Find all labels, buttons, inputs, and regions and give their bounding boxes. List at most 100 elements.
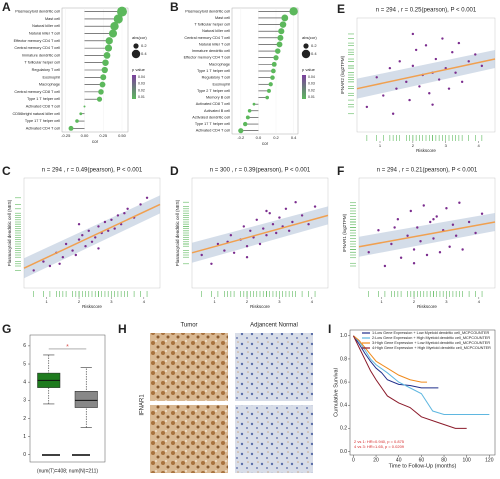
point [480, 64, 484, 68]
plot-frame [191, 177, 329, 289]
category-label: Central memory CD4 T cell [14, 46, 60, 50]
point [398, 60, 401, 63]
x-tick-label: 120 [485, 457, 494, 463]
point [429, 220, 432, 224]
x-axis-label: Riskscore [82, 304, 102, 309]
x-tick-label: 4 [311, 299, 314, 304]
legend-title: abs(cor) [302, 35, 317, 40]
category-label: Macrophage [39, 83, 60, 87]
x-tick-label: 0.4 [291, 135, 297, 140]
point [284, 207, 288, 210]
x-tick-label: 0.0 [256, 135, 262, 140]
fit-line [191, 214, 329, 254]
dot [79, 112, 83, 116]
category-label: Activated CD4 T cell [26, 126, 60, 130]
point [412, 248, 416, 251]
point [474, 231, 477, 235]
y-axis-label: Plasmacytoid dendritic cell (NES) [175, 199, 180, 266]
category-label: Effector memory CD4 T cell [14, 39, 61, 43]
category-label: Natural killer cell [202, 29, 230, 33]
x-tick-label: 1 [379, 143, 382, 148]
legend-label: 0.01 [138, 95, 145, 99]
fit-line [356, 58, 496, 90]
point [454, 234, 458, 237]
dot [68, 125, 74, 131]
point [451, 223, 455, 226]
point [406, 234, 409, 237]
panel-letter: G [2, 322, 11, 336]
chart-title: n = 294 , r = 0.21(pearson), P < 0.001 [377, 168, 478, 174]
panel-letter: D [170, 164, 179, 178]
category-label: Eosinophil [212, 82, 230, 86]
ihc-image [150, 333, 228, 401]
legend-label: 1:Low Gene Expression + Low Myeloid dend… [372, 331, 489, 335]
category-label: Activated CD4 T cell [196, 129, 230, 133]
category-label: Type 1 T helper cell [27, 97, 60, 101]
panel-letter: B [170, 0, 179, 14]
category-label: Regulatory T cell [32, 68, 61, 72]
row-label: IFNAR1 [140, 394, 146, 416]
point [437, 78, 441, 81]
point [139, 203, 142, 206]
point [418, 85, 421, 88]
point [210, 262, 213, 265]
survival-curve [352, 335, 467, 429]
y-tick-label: 0.2 [340, 426, 347, 432]
legend-label: 0.2 [311, 43, 317, 48]
legend-label: 0.04 [138, 75, 145, 79]
x-tick-label: 2 [246, 299, 249, 304]
point [294, 201, 297, 204]
x-tick-label: 3 [278, 299, 281, 304]
point [414, 48, 418, 52]
x-tick-label: 3 [110, 299, 113, 304]
y-tick-label: 5 [23, 361, 26, 367]
point [382, 94, 385, 97]
point [232, 251, 236, 254]
panel-letter: A [2, 0, 11, 14]
y-tick-label: 0.6 [340, 379, 347, 385]
x-axis-label: Riskscore [250, 304, 270, 309]
point [74, 253, 78, 257]
dot [275, 48, 281, 54]
plot-frame [356, 17, 496, 133]
category-label: Central memory CD8 T cell [14, 90, 60, 94]
point [390, 242, 393, 246]
point [48, 264, 52, 268]
dot [273, 55, 279, 61]
point [245, 245, 249, 248]
category-label: Natural killer cell [32, 24, 60, 28]
plot-frame [29, 334, 106, 463]
ihc-image [235, 333, 313, 401]
category-label: Natural killer T cell [199, 42, 230, 46]
category-label: Type 17 T helper cell [195, 122, 230, 126]
point [249, 229, 252, 232]
x-tick-label: 60 [419, 457, 425, 463]
legend-size [133, 43, 139, 49]
point [391, 112, 395, 115]
dot [245, 115, 250, 120]
point [258, 242, 262, 246]
point [71, 249, 74, 252]
category-label: Immature dendritic cell [22, 53, 60, 57]
point [268, 212, 271, 215]
x-axis-label: Riskscore [416, 148, 436, 153]
x-tick-label: 1 [381, 299, 384, 304]
point [291, 220, 294, 224]
x-tick-label: 0.00 [81, 133, 90, 138]
y-axis-label: Plasmacytoid dendritic cell (NES) [7, 199, 12, 266]
y-axis-label: Cumulative Survival [333, 368, 339, 417]
category-label: Eosinophil [42, 75, 60, 79]
x-axis-label: cor [92, 139, 99, 144]
point [42, 260, 45, 263]
point [411, 64, 415, 68]
category-label: T follicular helper cell [24, 61, 60, 65]
chart-title: n = 294 , r = 0.49(pearson), P < 0.001 [42, 168, 143, 174]
legend-label: 0.4 [141, 51, 147, 56]
dot [252, 102, 256, 106]
point [434, 57, 438, 61]
dot [289, 7, 298, 16]
x-tick-label: 4 [477, 143, 480, 148]
point [123, 212, 126, 215]
column-title: Adjancent Normal [250, 323, 298, 329]
